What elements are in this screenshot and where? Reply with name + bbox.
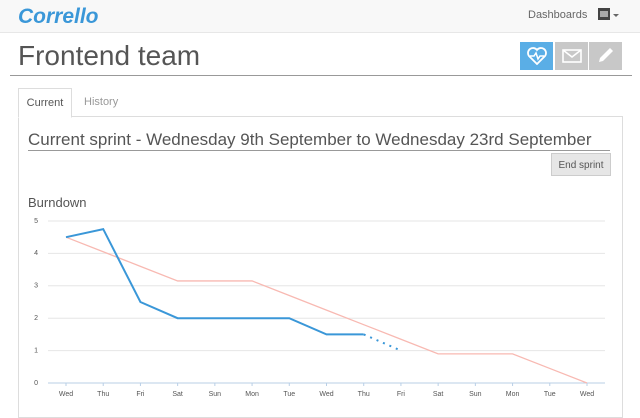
edit-button[interactable] <box>589 42 622 70</box>
divider <box>10 75 632 76</box>
divider <box>28 150 610 151</box>
x-tick-label: Thu <box>358 391 370 398</box>
x-tick-label: Sun <box>209 391 222 398</box>
y-tick-label: 1 <box>34 347 38 354</box>
nav-link[interactable]: Dashboards <box>528 9 588 21</box>
chart-title: Burndown <box>28 195 87 210</box>
x-tick-label: Fri <box>397 391 406 398</box>
end-sprint-button[interactable]: End sprint <box>551 153 611 176</box>
y-tick-label: 2 <box>34 315 38 322</box>
x-tick-label: Wed <box>59 391 73 398</box>
x-tick-label: Mon <box>245 391 259 398</box>
series-line <box>65 227 364 336</box>
x-tick-label: Tue <box>283 391 295 398</box>
caret <box>613 14 619 17</box>
sprint-title: Current sprint - Wednesday 9th September… <box>28 130 592 149</box>
x-tick-label: Wed <box>319 391 333 398</box>
tab-active[interactable]: Current <box>18 88 72 118</box>
logo[interactable]: Corrello <box>18 5 99 28</box>
avatar-menu[interactable] <box>598 8 622 24</box>
chart: 0 1 2 3 4 5 Wed Thu Fri Sat Sun Mon Tue Wed Thu Fri Sat S… <box>34 218 605 398</box>
y-tick-label: 3 <box>34 283 38 290</box>
y-tick-label: 5 <box>34 218 38 225</box>
x-tick-label: Thu <box>97 391 109 398</box>
heart-icon <box>526 47 547 65</box>
y-tick-label: 0 <box>34 380 38 387</box>
pencil-icon <box>598 48 613 62</box>
navbar <box>0 0 640 33</box>
email-button[interactable] <box>555 42 588 70</box>
y-tick-label: 4 <box>34 250 38 257</box>
x-tick-label: Mon <box>506 391 520 398</box>
tab[interactable]: History <box>84 96 119 108</box>
avatar-detail <box>600 11 608 17</box>
envelope-icon <box>561 49 582 63</box>
x-tick-label: Tue <box>544 391 556 398</box>
health-button[interactable] <box>520 42 553 70</box>
x-tick-label: Wed <box>580 391 594 398</box>
x-tick-label: Sun <box>469 391 482 398</box>
x-tick-label: Fri <box>136 391 145 398</box>
x-tick-label: Sat <box>172 391 183 398</box>
series-line <box>65 236 588 384</box>
page-title: Frontend team <box>18 40 201 71</box>
x-tick-label: Sat <box>433 391 444 398</box>
